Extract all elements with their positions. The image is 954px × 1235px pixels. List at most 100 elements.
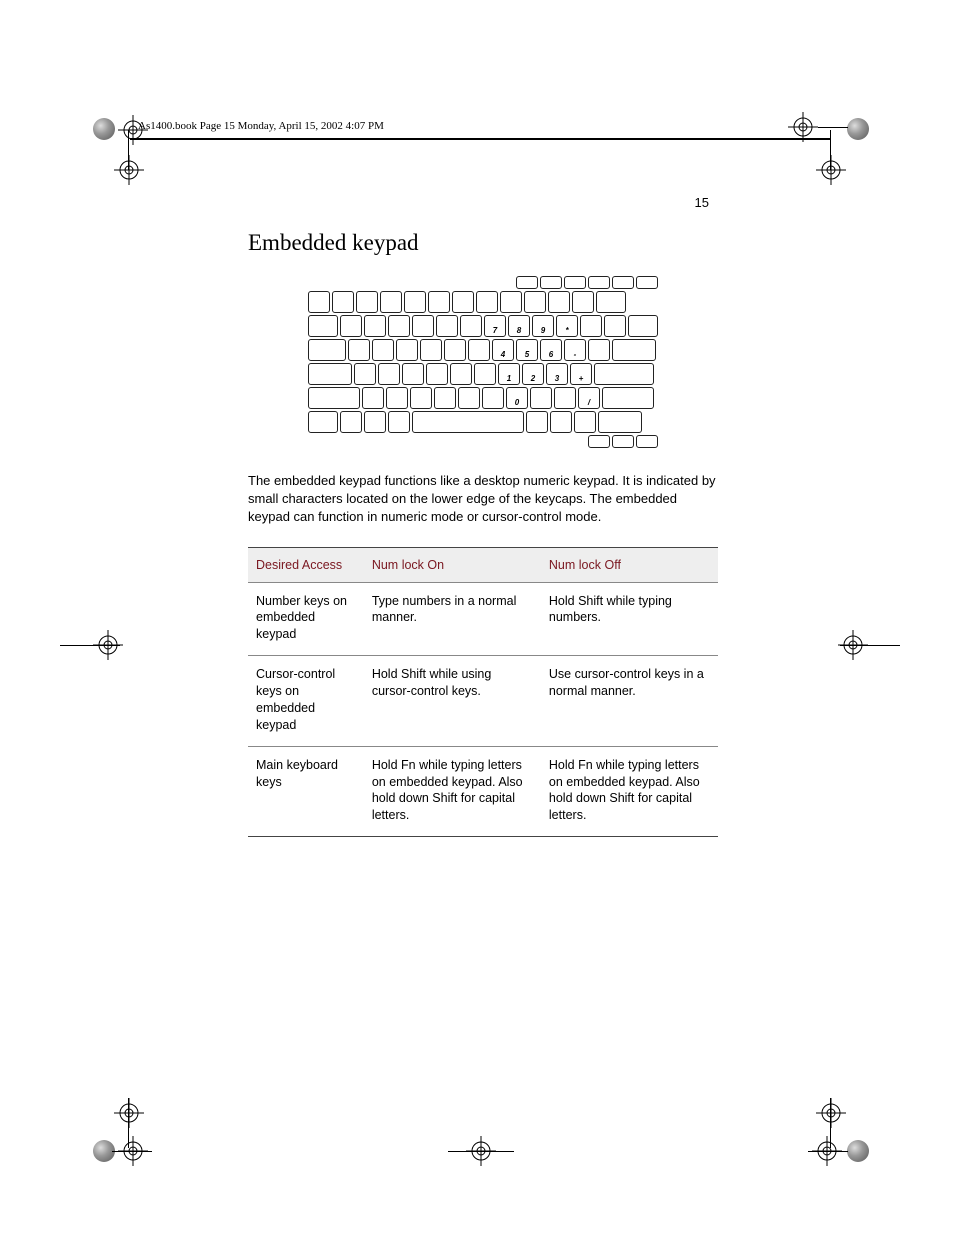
key xyxy=(540,276,562,289)
key xyxy=(340,315,362,337)
keyboard-diagram: 789*456-123+0/ xyxy=(308,276,658,448)
key xyxy=(308,339,346,361)
key xyxy=(372,339,394,361)
crop-globe-icon xyxy=(847,1140,869,1162)
key xyxy=(396,339,418,361)
key xyxy=(526,411,548,433)
header-rule xyxy=(130,138,830,140)
keyboard-row: 0/ xyxy=(308,387,658,409)
key xyxy=(596,291,626,313)
key xyxy=(612,339,656,361)
crop-line xyxy=(808,1151,848,1152)
key xyxy=(452,291,474,313)
crop-globe-icon xyxy=(93,118,115,140)
key xyxy=(428,291,450,313)
crop-target-icon xyxy=(114,1098,144,1128)
table-header: Desired Access xyxy=(248,547,364,582)
key xyxy=(612,435,634,448)
key xyxy=(332,291,354,313)
table-cell: Cursor-control keys on embedded keypad xyxy=(248,656,364,747)
table-cell: Hold Shift while using cursor-control ke… xyxy=(364,656,541,747)
table-row: Main keyboard keys Hold Fn while typing l… xyxy=(248,746,718,837)
keyboard-row xyxy=(308,435,658,448)
key xyxy=(564,276,586,289)
key-labeled: 5 xyxy=(516,339,538,361)
key xyxy=(308,387,360,409)
crop-line xyxy=(128,130,129,170)
crop-line xyxy=(818,127,848,128)
key xyxy=(348,339,370,361)
key xyxy=(426,363,448,385)
key xyxy=(598,411,642,433)
key-labeled: 3 xyxy=(546,363,568,385)
crop-target-icon xyxy=(816,155,846,185)
table-cell: Use cursor-control keys in a normal mann… xyxy=(541,656,718,747)
key-labeled: - xyxy=(564,339,586,361)
key xyxy=(594,363,654,385)
key xyxy=(574,411,596,433)
key xyxy=(458,387,480,409)
key xyxy=(388,315,410,337)
key xyxy=(628,315,658,337)
content-area: Embedded keypad 789*456-123+0/ The embed… xyxy=(248,230,718,837)
key xyxy=(412,411,524,433)
page-number: 15 xyxy=(695,195,709,210)
key xyxy=(580,315,602,337)
key xyxy=(354,363,376,385)
key xyxy=(588,435,610,448)
crop-target-icon xyxy=(816,1098,846,1128)
key xyxy=(386,387,408,409)
key xyxy=(482,387,504,409)
key xyxy=(444,339,466,361)
key xyxy=(468,339,490,361)
key xyxy=(434,387,456,409)
key-labeled: 2 xyxy=(522,363,544,385)
section-title: Embedded keypad xyxy=(248,230,718,256)
key xyxy=(378,363,400,385)
table-row: Cursor-control keys on embedded keypadHo… xyxy=(248,656,718,747)
key-labeled: 0 xyxy=(506,387,528,409)
key-labeled: 4 xyxy=(492,339,514,361)
key xyxy=(572,291,594,313)
key-labeled: 8 xyxy=(508,315,530,337)
key-labeled: * xyxy=(556,315,578,337)
key xyxy=(588,339,610,361)
page-root: As1400.book Page 15 Monday, April 15, 20… xyxy=(0,0,954,1235)
table-cell: Main keyboard keys xyxy=(248,746,364,837)
key xyxy=(450,363,472,385)
key xyxy=(602,387,654,409)
running-head: As1400.book Page 15 Monday, April 15, 20… xyxy=(138,120,384,132)
key xyxy=(412,315,434,337)
crop-line xyxy=(112,1151,152,1152)
key xyxy=(308,291,330,313)
table-cell: Hold Fn while typing letters on embedded… xyxy=(541,746,718,837)
key-labeled: 1 xyxy=(498,363,520,385)
intro-paragraph: The embedded keypad functions like a des… xyxy=(248,472,718,527)
key xyxy=(460,315,482,337)
key xyxy=(530,387,552,409)
key xyxy=(588,276,610,289)
crop-line xyxy=(448,1151,514,1152)
crop-target-icon xyxy=(114,155,144,185)
table-cell: Hold Shift while typing numbers. xyxy=(541,582,718,656)
key xyxy=(524,291,546,313)
keyboard-row xyxy=(308,291,658,313)
keyboard-row xyxy=(308,411,658,433)
key xyxy=(380,291,402,313)
key xyxy=(388,411,410,433)
key xyxy=(404,291,426,313)
key xyxy=(308,411,338,433)
crop-globe-icon xyxy=(847,118,869,140)
table-header-row: Desired Access Num lock On Num lock Off xyxy=(248,547,718,582)
key xyxy=(364,315,386,337)
key-labeled: + xyxy=(570,363,592,385)
key xyxy=(362,387,384,409)
key xyxy=(420,339,442,361)
keyboard-row: 456- xyxy=(308,339,658,361)
keyboard-row: 123+ xyxy=(308,363,658,385)
key xyxy=(554,387,576,409)
key xyxy=(340,411,362,433)
key xyxy=(402,363,424,385)
key xyxy=(612,276,634,289)
key xyxy=(308,363,352,385)
